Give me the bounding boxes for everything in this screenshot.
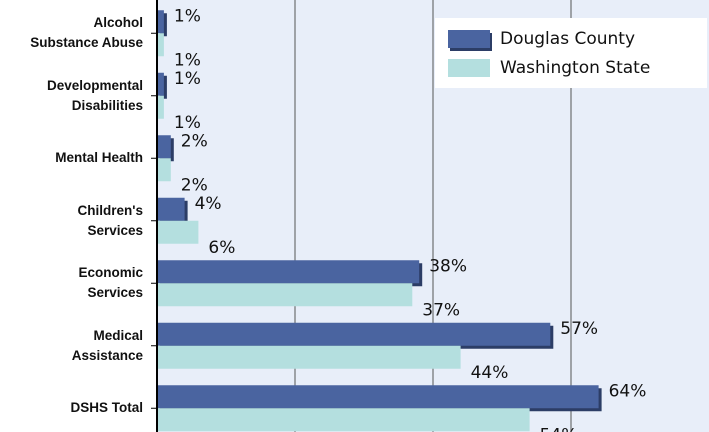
value-label: 1%: [174, 113, 201, 133]
y-tick-label: DSHS Total: [70, 400, 143, 416]
y-tick-label: Economic Services: [78, 265, 143, 301]
y-tick-label: Medical Assistance: [71, 327, 143, 363]
value-label: 57%: [560, 319, 598, 339]
value-label: 4%: [195, 194, 222, 214]
legend-label: Washington State: [500, 58, 650, 78]
bar: [157, 385, 599, 409]
value-label: 2%: [181, 175, 208, 195]
y-tick-label: Developmental Disabilities: [46, 77, 143, 113]
legend-swatch: [448, 30, 490, 48]
value-label: 1%: [174, 6, 201, 26]
bar: [157, 135, 171, 159]
bar: [157, 197, 185, 221]
bar: [157, 158, 171, 182]
value-label: 2%: [181, 131, 208, 151]
value-label: 37%: [422, 300, 460, 320]
bar: [157, 72, 164, 96]
bar: [157, 283, 413, 307]
bar: [157, 260, 420, 284]
value-label: 38%: [429, 256, 467, 276]
y-tick-label: Children's Services: [77, 202, 143, 238]
value-label: 44%: [471, 363, 509, 383]
bar: [157, 322, 551, 346]
value-label: 6%: [208, 238, 235, 258]
bar: [157, 95, 164, 119]
bar: [157, 10, 164, 34]
legend-swatch: [448, 59, 490, 77]
bar: [157, 220, 199, 244]
y-tick-label: Mental Health: [55, 150, 143, 166]
value-label: 64%: [609, 381, 647, 401]
value-label: 1%: [174, 69, 201, 89]
legend-label: Douglas County: [500, 29, 635, 49]
bar: [157, 345, 461, 369]
bar: [157, 408, 530, 432]
value-label: 1%: [174, 50, 201, 70]
value-label: 54%: [540, 425, 578, 432]
y-tick-label: Alcohol Substance Abuse: [30, 15, 143, 51]
bar: [157, 33, 164, 57]
